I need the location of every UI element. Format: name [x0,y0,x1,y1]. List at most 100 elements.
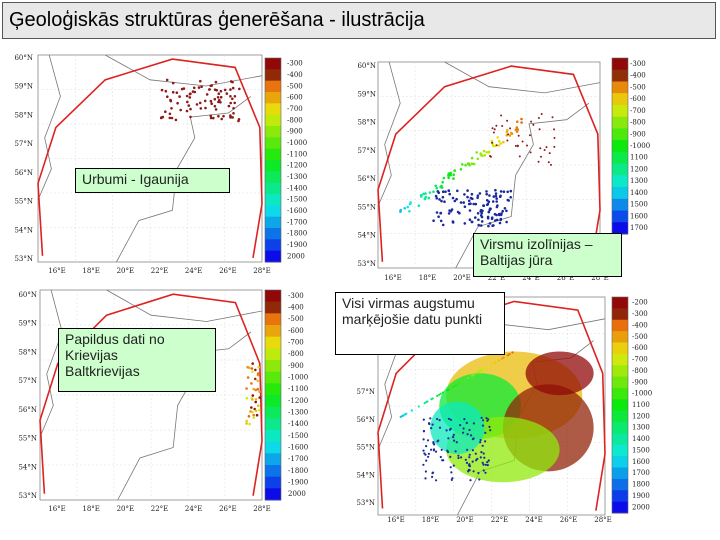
coastline [455,102,590,269]
colorbar-label: -1700 [287,218,307,226]
data-point [160,88,164,92]
longitude-label: 22°E [491,516,509,524]
data-point [472,470,475,473]
callout: Urbumi - Igaunija [75,168,230,193]
longitude-label: 16°E [48,505,66,513]
data-point [245,387,248,390]
data-point [452,177,455,180]
colorbar-swatch [612,456,628,469]
data-point [256,379,260,383]
callout: Visi virmas augstumu marķējošie datu punk… [335,292,505,355]
data-point [537,160,540,163]
colorbar-swatch [265,148,281,161]
data-point [502,140,505,144]
data-point [252,387,255,391]
data-point [462,431,465,434]
data-point [468,456,471,459]
data-point [438,198,441,201]
data-point [463,205,467,208]
colorbar-swatch [265,418,281,431]
data-point [164,89,168,93]
data-point [484,463,487,466]
latitude-label: 53°N [14,255,33,263]
data-point [476,194,480,197]
data-point [435,186,439,190]
data-point [492,195,496,198]
data-point [528,134,531,137]
data-point [434,194,438,198]
data-point [471,460,474,463]
data-point [431,475,434,478]
data-point [457,382,460,385]
colorbar-swatch [265,194,281,206]
slide-title: Ģeoloģiskās struktūras ģenerēšana - ilus… [2,2,716,39]
callout: Papildus dati no Krievijas Baltkrievijas [58,328,216,392]
data-point [454,450,457,453]
longitude-label: 26°E [219,267,237,275]
data-point [441,190,445,193]
data-point [470,162,474,166]
coastline [39,289,63,438]
data-point [515,126,519,129]
data-point [452,433,455,436]
data-point [441,391,444,394]
data-point [438,426,442,429]
colorbar-label: 2000 [632,503,650,511]
data-point [468,465,471,468]
colorbar-swatch [265,325,281,338]
data-point [431,423,434,426]
data-point [495,144,498,147]
colorbar-swatch [265,126,281,138]
colorbar-swatch [265,465,281,478]
surface-area [525,351,594,396]
data-point [451,196,455,200]
longitude-label: 24°E [525,516,543,524]
longitude-label: 24°E [522,274,540,282]
data-point [477,371,480,374]
data-point [213,97,217,101]
latitude-label: 55°N [18,435,37,443]
latitude-label: 60°N [357,62,376,70]
data-point [439,211,442,215]
data-point [422,463,425,466]
data-point [426,439,430,442]
latitude-label: 57°N [357,147,376,155]
latitude-label: 54°N [357,232,376,240]
data-point [238,87,241,91]
data-point [501,125,504,127]
data-point [430,427,433,430]
colorbar-label: -900 [632,378,648,386]
data-point [498,139,501,143]
data-point [509,196,512,199]
data-point [209,116,213,120]
colorbar-label: 1600 [632,458,650,466]
colorbar-label: -900 [287,128,303,136]
colorbar-frame [264,289,282,501]
latitude-label: 60°N [14,54,33,62]
data-point [425,400,428,403]
colorbar-swatch [265,250,281,263]
latitude-label: 60°N [18,291,37,299]
colorbar-swatch [265,92,281,104]
data-point [468,209,472,212]
colorbar-label: 1900 [632,492,650,500]
data-point [424,192,427,195]
longitude-label: 28°E [253,267,271,275]
colorbar-swatch [612,353,628,366]
data-point [478,478,481,481]
data-point [198,101,202,105]
data-point [424,195,428,199]
colorbar-swatch [612,116,628,129]
data-point [258,396,262,399]
colorbar-label: -1400 [287,184,307,192]
data-point [440,448,443,451]
callout-line: Urbumi - Igaunija [82,171,189,187]
latitude-label: 56°N [18,406,37,414]
data-point [213,88,217,91]
data-point [481,368,484,371]
colorbar-frame [611,296,629,514]
latitude-label: 57°N [356,388,375,396]
data-point [470,156,474,160]
data-point [500,212,503,215]
data-point [432,448,436,451]
